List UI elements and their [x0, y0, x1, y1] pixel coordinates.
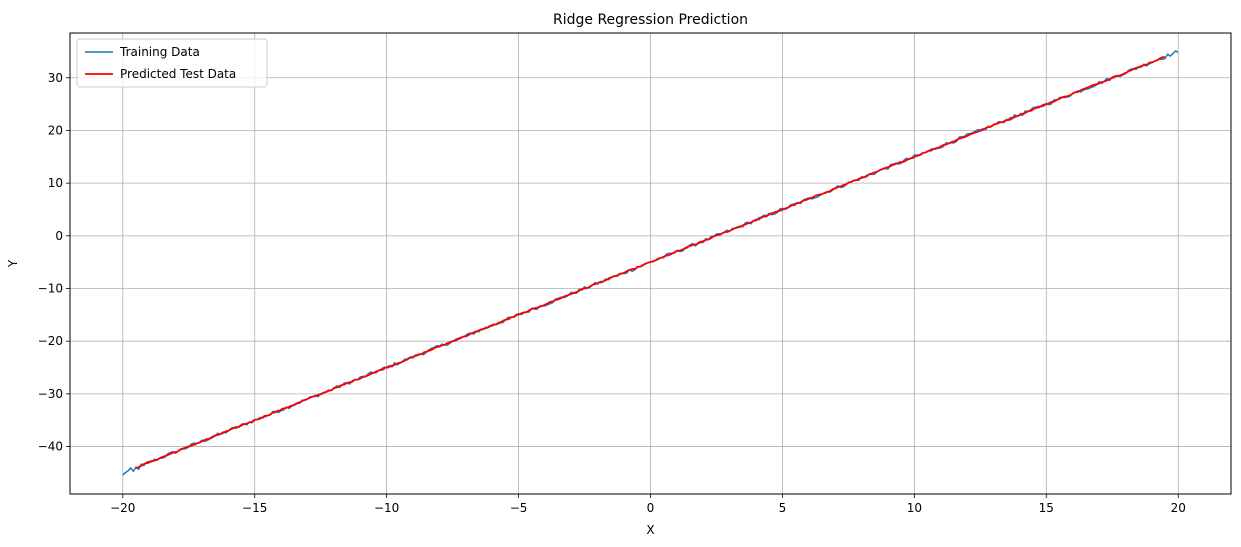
- y-tick-label: −40: [38, 440, 63, 454]
- x-tick-label: 0: [647, 501, 655, 515]
- x-tick-label: −15: [242, 501, 267, 515]
- y-tick-label: −30: [38, 387, 63, 401]
- y-tick-label: 30: [48, 71, 63, 85]
- y-tick-label: −10: [38, 282, 63, 296]
- series-group: [122, 50, 1179, 476]
- legend: Training Data Predicted Test Data: [76, 38, 268, 88]
- grid: [70, 33, 1231, 494]
- ticks: −20 −15 −10 −5 0 5 10 15 20 −40 −30 −20 −10 0 10 20 30: [38, 71, 1186, 515]
- y-axis-title: Y: [6, 259, 20, 268]
- x-tick-label: 10: [907, 501, 922, 515]
- y-tick-label: −20: [38, 334, 63, 348]
- x-tick-label: 20: [1171, 501, 1186, 515]
- chart-title: Ridge Regression Prediction: [553, 12, 748, 28]
- series-line-predicted-test-data: [135, 56, 1166, 469]
- x-tick-label: 5: [779, 501, 787, 515]
- legend-label: Predicted Test Data: [120, 67, 236, 81]
- x-tick-label: −10: [374, 501, 399, 515]
- y-tick-label: 10: [48, 176, 63, 190]
- x-tick-label: −5: [510, 501, 528, 515]
- y-tick-label: 20: [48, 123, 63, 137]
- x-tick-label: −20: [110, 501, 135, 515]
- legend-label: Training Data: [119, 45, 200, 59]
- legend-box: [76, 38, 268, 88]
- y-tick-label: 0: [55, 229, 63, 243]
- x-tick-label: 15: [1039, 501, 1054, 515]
- x-axis-title: X: [646, 523, 654, 537]
